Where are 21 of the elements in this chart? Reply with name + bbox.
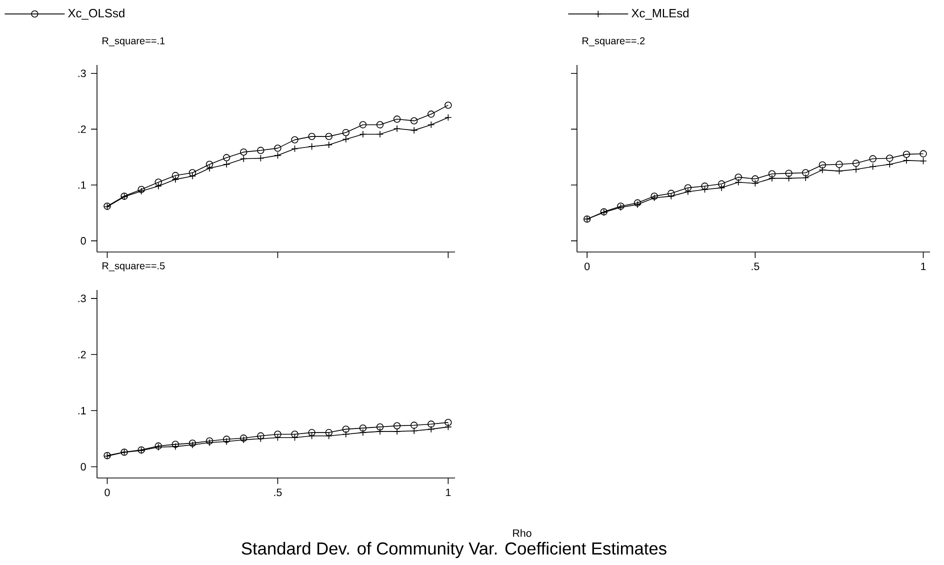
x-tick-label: 1 xyxy=(921,262,926,270)
legend-label: Xc_OLSsd xyxy=(68,8,124,20)
legend-label: Xc_MLEsd xyxy=(632,8,688,20)
y-tick-label: 0 xyxy=(80,463,86,471)
x-tick-label: .5 xyxy=(274,488,282,496)
y-tick-label: .2 xyxy=(78,125,86,133)
y-tick-label: .3 xyxy=(78,70,86,78)
x-tick-label: .5 xyxy=(752,262,760,270)
chart-title: R_square==.1 xyxy=(102,37,165,46)
x-tick-label: 1 xyxy=(446,488,451,496)
x-tick-label: 0 xyxy=(104,488,110,496)
y-tick-label: .1 xyxy=(78,181,86,189)
x-tick-label: 0 xyxy=(584,262,590,270)
y-tick-label: .2 xyxy=(78,350,86,358)
x-axis-title: Rho xyxy=(513,529,532,537)
chart-title: R_square==.5 xyxy=(102,262,165,272)
y-tick-label: 0 xyxy=(80,237,86,245)
y-tick-label: .3 xyxy=(78,294,86,302)
chart-title: R_square==.2 xyxy=(582,37,645,46)
y-tick-label: .1 xyxy=(78,406,86,414)
text: Standard Dev. of Community Var. Coefficient Estimates xyxy=(242,542,666,558)
